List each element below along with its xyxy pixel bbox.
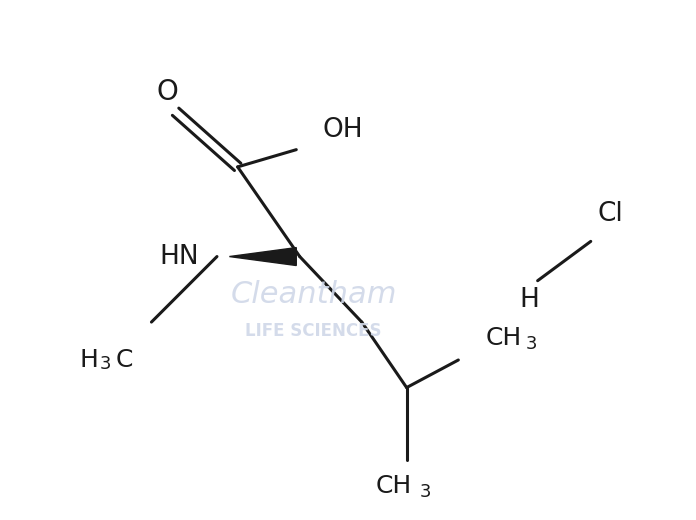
Text: H: H bbox=[80, 348, 99, 372]
Text: CH: CH bbox=[376, 474, 412, 498]
Text: 3: 3 bbox=[420, 483, 432, 501]
Text: Cleantham: Cleantham bbox=[230, 280, 397, 309]
Text: CH: CH bbox=[486, 326, 522, 350]
Text: 3: 3 bbox=[100, 355, 111, 373]
Text: Cl: Cl bbox=[597, 201, 623, 227]
Text: LIFE SCIENCES: LIFE SCIENCES bbox=[245, 322, 382, 340]
Text: H: H bbox=[519, 287, 539, 313]
Text: OH: OH bbox=[322, 118, 363, 144]
Text: HN: HN bbox=[159, 243, 199, 269]
Polygon shape bbox=[230, 248, 296, 266]
Text: 3: 3 bbox=[525, 335, 537, 353]
Text: O: O bbox=[157, 79, 178, 107]
Text: C: C bbox=[115, 348, 132, 372]
